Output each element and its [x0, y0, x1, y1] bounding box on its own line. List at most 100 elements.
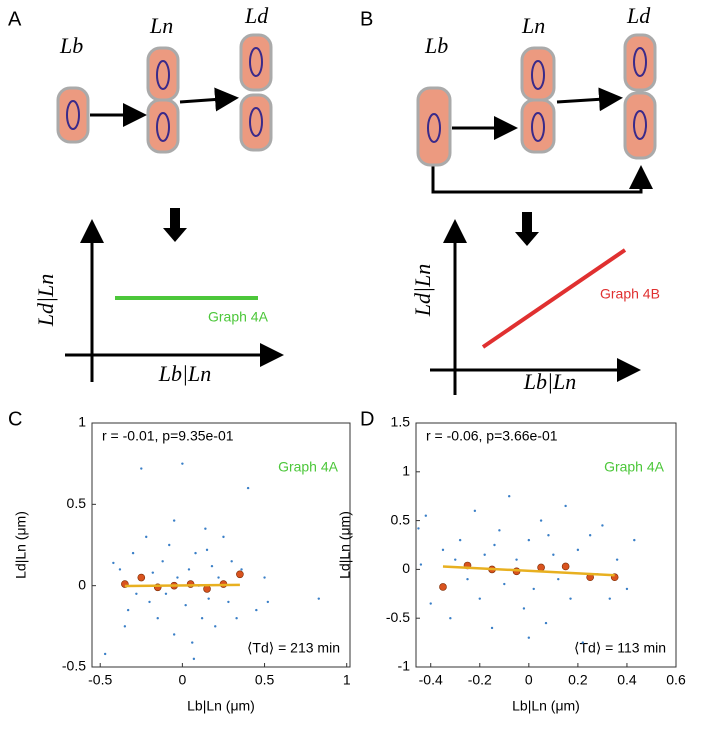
nucleoid: [156, 112, 170, 142]
point: [498, 529, 501, 532]
nucleoid: [633, 110, 647, 140]
x-tick-label: -0.2: [468, 672, 492, 688]
point: [140, 467, 143, 470]
point: [539, 519, 543, 522]
point: [227, 600, 230, 604]
bin-mean: [537, 563, 545, 572]
nucleoid: [156, 60, 170, 90]
ld-label: Ld: [626, 3, 651, 28]
point: [222, 535, 225, 539]
point: [588, 534, 592, 537]
x-axis-label: Lb|Ln (μm): [187, 698, 255, 714]
y-tick-label: -0.5: [62, 658, 86, 674]
point: [454, 558, 457, 561]
annotation: Graph 4A: [604, 459, 665, 475]
point: [230, 560, 233, 563]
bin-mean: [236, 570, 244, 579]
point: [424, 514, 428, 517]
point: [569, 597, 572, 600]
point: [205, 548, 209, 552]
point: [547, 534, 550, 537]
y-tick-label: 0.5: [67, 495, 87, 511]
plot-frame: [91, 422, 351, 668]
cell: [520, 46, 556, 102]
point: [564, 504, 567, 508]
nucleoid: [531, 60, 545, 90]
point: [552, 553, 555, 556]
point: [207, 597, 210, 600]
point: [490, 626, 494, 630]
annotation: r = -0.06, p=3.66e-01: [426, 428, 558, 444]
graph-label: Graph 4B: [600, 286, 660, 302]
y-tick-label: 1.5: [391, 414, 411, 430]
point: [493, 543, 496, 547]
point: [187, 568, 191, 571]
nucleoid: [66, 100, 80, 130]
nucleoid: [249, 107, 263, 137]
point: [255, 608, 258, 612]
x-tick-label: 0: [525, 672, 533, 688]
x-tick-label: 1: [343, 672, 351, 688]
x-label: Lb|Ln: [523, 369, 577, 394]
point: [151, 571, 155, 574]
ln-label: Ln: [149, 13, 173, 38]
nucleoid: [427, 113, 441, 143]
point: [527, 538, 531, 542]
y-tick-label: 0: [402, 560, 410, 576]
panel-label: D: [360, 408, 374, 430]
point: [601, 524, 604, 527]
point: [466, 577, 469, 581]
bin-mean: [439, 583, 447, 591]
point: [172, 519, 176, 522]
point: [483, 553, 486, 556]
point: [200, 617, 204, 620]
y-axis-label: Ld|Ln (μm): [337, 511, 353, 579]
point: [240, 568, 243, 571]
point: [210, 564, 214, 568]
point: [527, 636, 531, 639]
point: [181, 462, 184, 465]
y-tick-label: -1: [398, 658, 411, 674]
point: [478, 597, 481, 600]
point: [615, 558, 619, 561]
x-tick-label: 0: [178, 672, 186, 688]
cell: [623, 33, 657, 92]
point: [156, 617, 159, 620]
y-tick-label: -0.5: [386, 609, 410, 625]
point: [131, 551, 135, 555]
cell: [146, 98, 180, 154]
point: [176, 576, 179, 579]
graph-label: Graph 4A: [208, 309, 269, 325]
cell: [56, 86, 90, 144]
point: [266, 600, 270, 604]
y-tick-label: 1: [402, 463, 410, 479]
y-tick-label: 0.5: [391, 511, 411, 527]
point: [191, 641, 194, 644]
x-tick-label: 0.4: [617, 672, 637, 688]
point: [135, 592, 138, 595]
point: [317, 597, 320, 600]
point: [172, 633, 176, 636]
y-tick-label: 0: [78, 576, 86, 592]
cell: [623, 91, 657, 160]
nucleoid: [633, 47, 647, 77]
bin-mean: [137, 573, 146, 582]
point: [544, 621, 548, 625]
plot-frame: [415, 422, 677, 668]
point: [204, 527, 207, 530]
point: [508, 495, 511, 498]
point: [194, 551, 197, 555]
point: [473, 509, 477, 513]
point: [118, 568, 122, 571]
point: [608, 597, 611, 600]
x-tick-label: -0.5: [88, 672, 112, 688]
x-axis-label: Lb|Ln (μm): [512, 698, 580, 714]
point: [503, 582, 506, 586]
point: [263, 576, 266, 579]
cell: [239, 33, 273, 92]
y-axis-label: Ld|Ln (μm): [13, 511, 29, 579]
nucleoid: [531, 112, 545, 142]
point: [441, 548, 445, 552]
point: [419, 563, 423, 566]
